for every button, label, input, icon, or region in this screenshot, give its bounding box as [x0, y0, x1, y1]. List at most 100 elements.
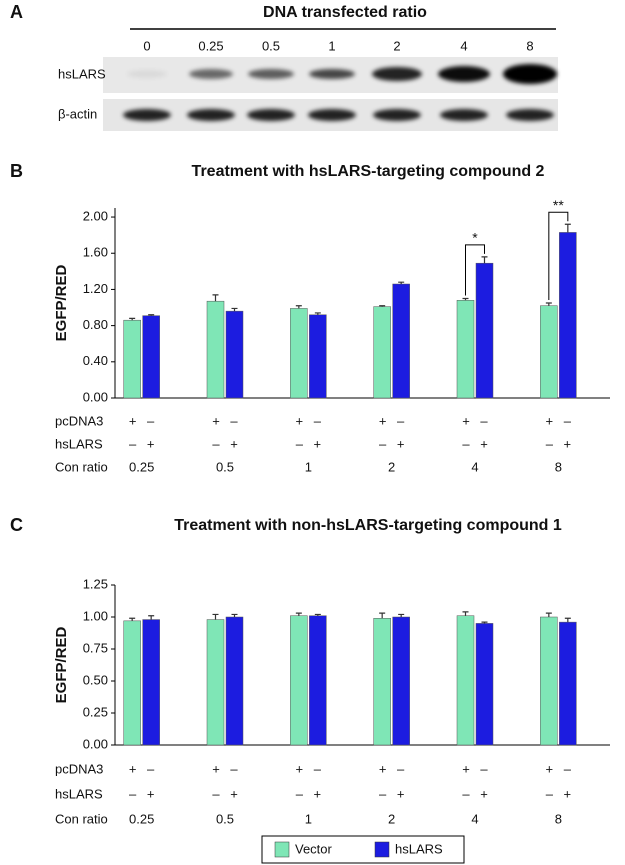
row-label: Con ratio: [55, 459, 108, 474]
blot-row-label: β-actin: [58, 106, 97, 121]
condition-sign: +: [212, 761, 220, 776]
x-tick-label: 0.5: [216, 459, 234, 474]
condition-sign: –: [296, 786, 304, 801]
bar: [559, 232, 577, 399]
lane-label: 0.25: [198, 38, 223, 53]
bar: [373, 306, 391, 399]
error-bar: [462, 297, 469, 301]
error-bar: [398, 281, 405, 284]
y-tick-label: 0.75: [83, 640, 108, 655]
condition-sign: –: [462, 786, 470, 801]
x-tick-label: 2: [388, 459, 395, 474]
legend-swatch: [374, 841, 390, 858]
error-bar: [462, 611, 469, 616]
bar: [456, 615, 475, 746]
condition-sign: +: [129, 761, 137, 776]
bar: [540, 616, 558, 746]
error-bar: [564, 617, 571, 623]
condition-sign: –: [230, 413, 238, 428]
bar: [475, 623, 494, 746]
y-axis-label: EGFP/RED: [53, 264, 70, 341]
bar: [142, 315, 160, 399]
bands: [123, 64, 557, 121]
error-bar: [545, 612, 552, 617]
condition-sign: –: [296, 436, 304, 451]
x-tick-label: 8: [555, 459, 562, 474]
condition-sign: –: [564, 761, 572, 776]
condition-sign: +: [462, 413, 470, 428]
condition-sign: +: [397, 436, 405, 451]
condition-sign: +: [314, 436, 322, 451]
condition-sign: –: [379, 786, 387, 801]
lane-label: 0: [143, 38, 150, 53]
y-tick-label: 0.25: [83, 704, 108, 719]
row-label: hsLARS: [55, 786, 103, 801]
condition-sign: +: [379, 413, 387, 428]
error-bar: [129, 317, 136, 321]
bar: [142, 619, 160, 746]
condition-sign: +: [230, 436, 238, 451]
condition-sign: –: [129, 436, 137, 451]
condition-sign: +: [314, 786, 322, 801]
condition-sign: –: [480, 413, 488, 428]
bar: [309, 314, 327, 399]
condition-sign: +: [147, 436, 155, 451]
bar: [559, 621, 577, 746]
condition-sign: +: [147, 786, 155, 801]
condition-sign: +: [480, 436, 488, 451]
lane-label: 1: [328, 38, 335, 53]
significance-label: **: [553, 197, 564, 213]
y-tick-label: 1.25: [83, 576, 108, 591]
condition-sign: –: [147, 413, 155, 428]
legend-label: hsLARS: [395, 841, 443, 856]
condition-sign: +: [480, 786, 488, 801]
y-tick-label: 0.80: [83, 317, 108, 332]
condition-sign: –: [480, 761, 488, 776]
error-bar: [129, 617, 136, 621]
y-tick-label: 0.00: [83, 389, 108, 404]
lane-label: 4: [460, 38, 467, 53]
condition-sign: +: [296, 761, 304, 776]
significance-bracket: [548, 211, 569, 300]
blot-row-label: hsLARS: [58, 66, 106, 81]
error-bar: [481, 621, 488, 624]
bar: [206, 300, 225, 399]
y-tick-label: 1.00: [83, 608, 108, 623]
condition-sign: +: [296, 413, 304, 428]
error-bar: [564, 223, 571, 233]
error-bar: [212, 294, 219, 302]
error-bar: [545, 302, 552, 306]
bar: [290, 308, 308, 399]
panel-letter: B: [10, 161, 23, 181]
bar: [123, 319, 141, 399]
condition-sign: +: [564, 436, 572, 451]
row-label: hsLARS: [55, 436, 103, 451]
y-tick-label: 1.20: [83, 281, 108, 296]
condition-sign: –: [546, 786, 554, 801]
error-bar: [398, 613, 405, 617]
panel-letter: C: [10, 515, 23, 535]
error-bar: [148, 615, 155, 620]
condition-sign: +: [230, 786, 238, 801]
y-tick-label: 1.60: [83, 245, 108, 260]
x-tick-label: 0.25: [129, 811, 154, 826]
x-tick-label: 4: [471, 811, 478, 826]
y-tick-label: 0.50: [83, 672, 108, 687]
error-bar: [314, 613, 321, 616]
condition-sign: –: [462, 436, 470, 451]
bar: [225, 310, 244, 399]
significance-bracket: [465, 244, 485, 296]
bar: [225, 616, 244, 746]
x-tick-label: 2: [388, 811, 395, 826]
condition-sign: –: [129, 786, 137, 801]
x-tick-label: 1: [305, 811, 312, 826]
blot-title: DNA transfected ratio: [263, 4, 427, 21]
panel-letter: A: [10, 2, 23, 22]
error-bar: [314, 312, 321, 315]
error-bar: [148, 314, 155, 316]
error-bar: [231, 613, 238, 617]
lane-label: 2: [393, 38, 400, 53]
x-tick-label: 1: [305, 459, 312, 474]
bar: [540, 305, 558, 399]
